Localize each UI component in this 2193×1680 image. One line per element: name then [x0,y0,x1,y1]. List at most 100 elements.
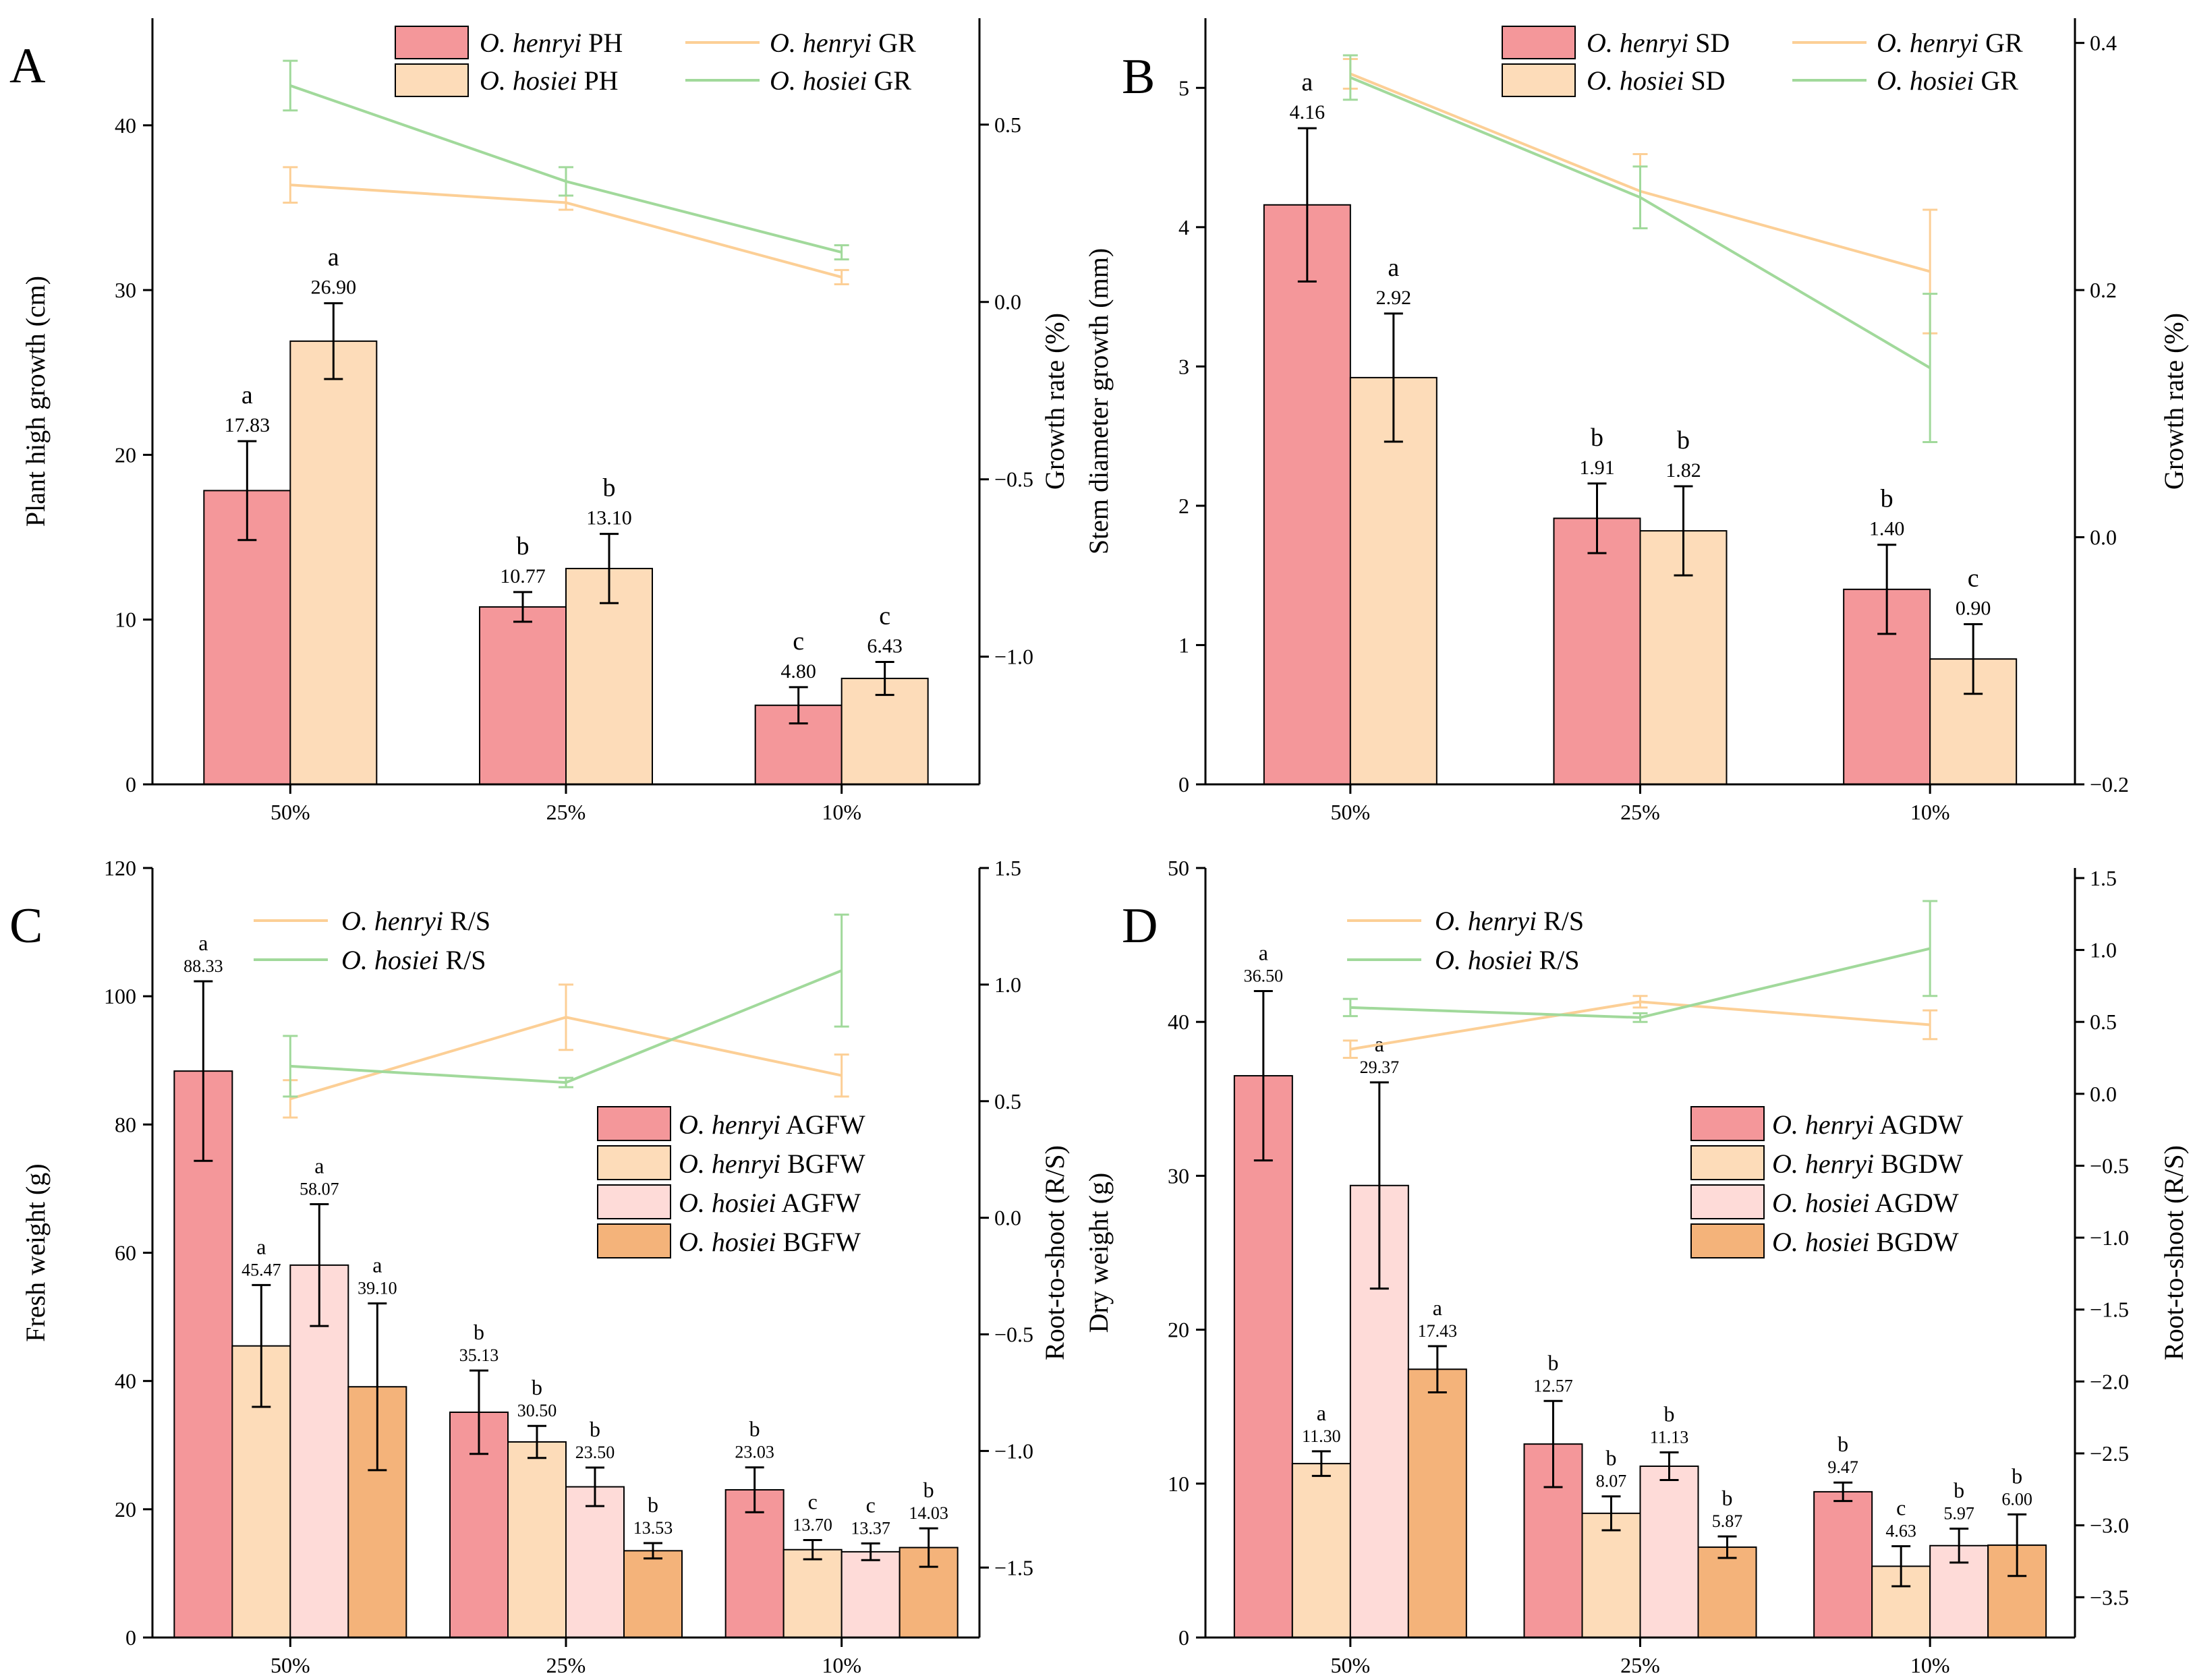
significance-letter: c [1968,564,1979,592]
legend-species: O. hosiei [1772,1188,1869,1218]
y2-tick-label: 0.5 [994,113,1021,137]
bar-series: 11.30a 8.07 b 4.63 c [1291,1401,1931,1639]
y2-tick-label: −3.0 [2090,1513,2129,1538]
y-tick-label: 50 [1168,856,1189,880]
y-tick-label: 0 [125,1625,136,1650]
y-tick-label: 40 [115,113,136,138]
x-tick-label: 25% [1620,1653,1660,1677]
y2-tick-label: −1.0 [994,645,1033,669]
x-tick-label: 10% [822,800,861,824]
data-label: 30.50 [517,1401,557,1420]
legend-label: O. henryi GR [1877,28,2023,58]
data-label: 6.43 [867,635,903,657]
legend-series-name: BGFW [780,1149,865,1179]
legend-label: O. hosiei AGFW [679,1188,861,1218]
bar [1349,376,1437,785]
legend: O. henryi PHO. hosiei PHO. henryi GRO. h… [395,26,916,97]
legend-species: O. hosiei [1435,945,1532,975]
legend-series-name: GR [867,65,911,96]
data-label: 36.50 [1244,966,1284,986]
bar [1553,517,1641,785]
legend-swatch [597,1184,671,1219]
data-label: 45.47 [241,1260,281,1279]
y-tick-label: 1 [1178,633,1189,657]
y2-tick-label: −0.5 [994,467,1033,492]
bar [1291,1463,1351,1639]
bar-series: 26.90 a 13.10 b 6.43 c [289,243,929,786]
data-label: 13.37 [851,1519,890,1538]
significance-letter: a [1433,1296,1442,1320]
significance-letter: b [474,1320,484,1344]
legend-species: O. hosiei [679,1227,776,1257]
y2-tick-label: −1.5 [994,1555,1033,1580]
y-tick-label: 0 [125,772,136,796]
significance-letter: c [808,1489,818,1513]
legend-series-name: SD [1688,28,1730,58]
legend-species: O. henryi [770,28,872,58]
y2-tick-label: −2.5 [2090,1441,2129,1466]
bar [724,1489,785,1639]
significance-letter: c [879,602,890,630]
legend-swatch [1690,1223,1765,1258]
x-tick-label: 25% [1620,800,1660,824]
y2-axis-title: Growth rate (%) [2159,313,2189,490]
bar-series: 2.92 a 1.82 b 0.90 c [1349,254,2018,785]
y2-tick-label: 0.4 [2090,31,2117,55]
legend-species: O. henryi [679,1149,780,1179]
y-tick-label: 80 [115,1112,136,1136]
y2-tick-label: 0.5 [994,1089,1021,1113]
y2-axis-title: Root-to-shoot (R/S) [1039,1145,1070,1360]
legend-series-name: R/S [443,906,490,936]
y-axis-title: Stem diameter growth (mm) [1083,248,1114,554]
data-label: 29.37 [1360,1058,1400,1077]
significance-letter: b [648,1493,658,1517]
legend-series-name: BGDW [1869,1227,1958,1257]
bar [1233,1075,1293,1638]
x-tick-label: 10% [822,1653,861,1677]
bar-series: 45.47 a 30.50 b 13.70 c [231,1234,843,1639]
legend-label: O. hosiei BGFW [679,1227,861,1257]
y2-tick-label: 1.5 [994,856,1021,880]
bar [841,1551,901,1638]
legend-label: O. henryi GR [770,28,916,58]
significance-letter: b [1722,1486,1733,1510]
legend-label: O. henryi SD [1587,28,1730,58]
data-label: 10.77 [500,565,546,587]
legend-species: O. henryi [480,28,581,58]
line-series [1342,54,1938,443]
y-axis-title: Dry weight (g) [1083,1173,1114,1333]
x-tick-label: 50% [270,1653,310,1677]
panel-letter: B [1122,49,1155,105]
bar [173,1070,233,1638]
y2-tick-label: 1.0 [2090,938,2117,962]
data-label: 1.40 [1869,518,1905,540]
data-label: 1.82 [1665,459,1701,482]
legend-label: O. hosiei PH [480,65,619,96]
y2-tick-label: −1.5 [2090,1298,2129,1322]
legend-label: O. henryi AGFW [679,1109,865,1140]
data-label: 88.33 [183,956,223,976]
significance-letter: a [1388,254,1399,282]
significance-letter: b [1954,1478,1964,1503]
legend-species: O. henryi [1772,1109,1874,1140]
line-series [1342,900,1938,1023]
significance-letter: b [1838,1432,1848,1456]
legend-series-name: R/S [1532,945,1579,975]
y2-tick-label: −1.0 [2090,1225,2129,1250]
legend-label: O. hosiei R/S [1435,945,1579,975]
legend-label: O. hosiei SD [1587,65,1726,96]
data-label: 17.43 [1418,1321,1458,1341]
legend-swatch [395,26,469,59]
data-label: 13.53 [633,1518,673,1538]
y2-tick-label: −0.2 [2090,772,2129,796]
legend-label: O. hosiei AGDW [1772,1188,1959,1218]
legend-label: O. hosiei GR [770,65,911,96]
y2-tick-label: 1.0 [994,973,1021,997]
data-label: 1.91 [1579,457,1615,479]
bar [1263,204,1351,785]
bar [899,1546,959,1639]
y-tick-label: 60 [115,1241,136,1265]
x-tick-label: 25% [546,800,586,824]
